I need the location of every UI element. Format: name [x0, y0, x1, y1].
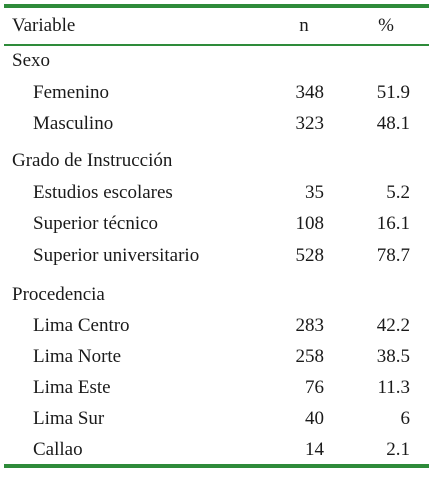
- table-row: Superior universitario 528 78.7: [4, 242, 429, 270]
- row-n: 108: [295, 213, 325, 234]
- row-n: 528: [295, 245, 325, 266]
- table-row: Lima Sur 40 6: [4, 405, 429, 433]
- table-row: Femenino 348 51.9: [4, 79, 429, 107]
- row-label: Femenino: [33, 82, 109, 103]
- header-percent: %: [378, 15, 394, 36]
- section-title: Grado de Instrucción: [12, 150, 173, 171]
- table-header-rule: [4, 44, 429, 46]
- row-percent: 16.1: [376, 213, 410, 234]
- section-title-row: Procedencia: [4, 281, 429, 309]
- row-label: Lima Sur: [33, 408, 105, 429]
- row-label: Superior universitario: [33, 245, 200, 266]
- header-n: n: [299, 15, 309, 36]
- section-title-row: Sexo: [4, 47, 429, 75]
- row-percent: 78.7: [376, 245, 410, 266]
- row-n: 40: [305, 408, 324, 429]
- table-row: Lima Este 76 11.3: [4, 374, 429, 402]
- row-percent: 11.3: [377, 377, 410, 398]
- table-header-row: Variable n %: [4, 12, 429, 40]
- row-label: Superior técnico: [33, 213, 159, 234]
- row-n: 283: [295, 315, 325, 336]
- row-label: Lima Norte: [33, 346, 122, 367]
- row-percent: 48.1: [376, 113, 410, 134]
- section-title: Sexo: [12, 50, 50, 71]
- row-label: Callao: [33, 439, 83, 460]
- row-n: 323: [295, 113, 325, 134]
- table-row: Masculino 323 48.1: [4, 110, 429, 138]
- row-n: 348: [295, 82, 325, 103]
- row-percent: 6: [400, 408, 411, 429]
- table-top-rule: [4, 4, 429, 8]
- table-row: Superior técnico 108 16.1: [4, 210, 429, 238]
- table-bottom-rule: [4, 464, 429, 468]
- table-row: Lima Norte 258 38.5: [4, 343, 429, 371]
- table-row: Lima Centro 283 42.2: [4, 312, 429, 340]
- row-n: 35: [305, 182, 324, 203]
- header-variable: Variable: [12, 15, 76, 36]
- row-label: Lima Este: [33, 377, 111, 398]
- row-percent: 2.1: [386, 439, 410, 460]
- section-title: Procedencia: [12, 284, 105, 305]
- row-percent: 5.2: [386, 182, 410, 203]
- row-label: Masculino: [33, 113, 114, 134]
- row-label: Lima Centro: [33, 315, 130, 336]
- row-n: 258: [295, 346, 325, 367]
- table-row: Estudios escolares 35 5.2: [4, 179, 429, 207]
- row-percent: 51.9: [376, 82, 410, 103]
- table-row: Callao 14 2.1: [4, 436, 429, 464]
- row-n: 76: [305, 377, 324, 398]
- row-n: 14: [305, 439, 324, 460]
- row-percent: 38.5: [376, 346, 410, 367]
- row-percent: 42.2: [376, 315, 410, 336]
- section-title-row: Grado de Instrucción: [4, 147, 429, 175]
- row-label: Estudios escolares: [33, 182, 173, 203]
